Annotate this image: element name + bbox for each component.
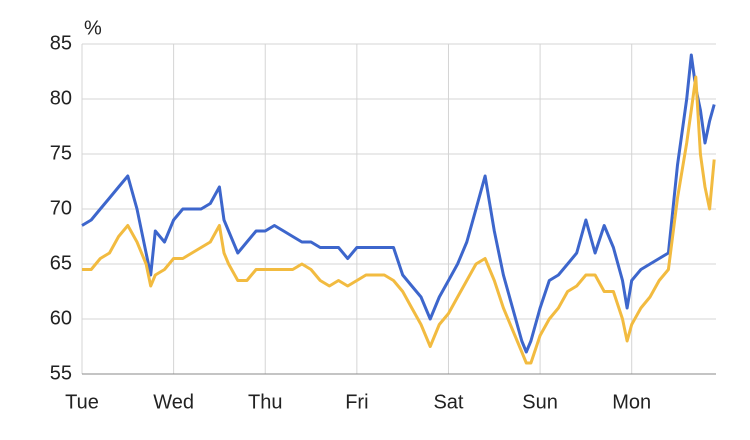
y-tick-label: 85 — [50, 32, 72, 54]
x-tick-label: Wed — [153, 391, 194, 413]
y-unit: % — [84, 17, 102, 39]
y-tick-label: 60 — [50, 307, 72, 329]
y-tick-label: 65 — [50, 252, 72, 274]
x-tick-label: Thu — [248, 391, 282, 413]
x-tick-label: Fri — [345, 391, 368, 413]
x-tick-label: Sun — [522, 391, 558, 413]
y-tick-label: 70 — [50, 197, 72, 219]
y-tick-label: 75 — [50, 142, 72, 164]
line-series — [82, 75, 716, 365]
y-tick-label: 55 — [50, 362, 72, 384]
x-tick-label: Sat — [433, 391, 463, 413]
line-series — [81, 53, 716, 354]
y-tick-label: 80 — [50, 87, 72, 109]
x-tick-label: Tue — [65, 391, 99, 413]
x-tick-label: Mon — [612, 391, 651, 413]
